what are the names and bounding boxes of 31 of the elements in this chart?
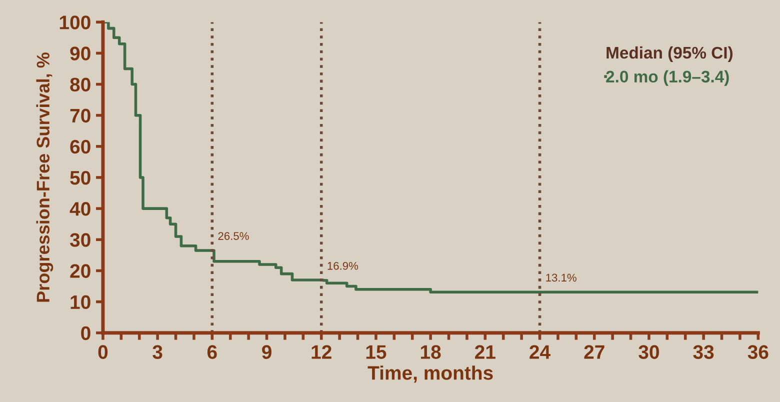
y-tick-label: 20: [70, 264, 90, 278]
y-tick-label: 80: [70, 78, 90, 92]
annotation: 13.1%: [546, 274, 576, 282]
x-tick-label: 24: [530, 345, 550, 359]
y-tick-label: 60: [70, 140, 90, 154]
x-tick-label: 6: [207, 345, 217, 359]
legend-label: 2.0 mo (1.9–3.4): [606, 70, 729, 86]
y-tick-label: 70: [70, 108, 90, 123]
x-tick-label: 12: [312, 345, 332, 359]
y-axis-title: Progression-Free Survival, %: [36, 52, 54, 302]
y-tick-label: 50: [70, 170, 90, 185]
y-tick-label: 40: [70, 202, 90, 216]
x-tick-label: 30: [638, 345, 659, 359]
x-axis-title: Time, months: [368, 366, 493, 383]
y-tick-label: 0: [81, 326, 90, 340]
x-tick-label: 21: [475, 345, 496, 359]
y-tick-label: 100: [60, 16, 90, 30]
x-tick-label: 15: [366, 345, 386, 359]
x-tick-label: 36: [748, 345, 768, 359]
x-tick-label: 18: [420, 345, 441, 359]
x-tick-label: 9: [262, 345, 272, 359]
x-tick-label: 0: [98, 345, 108, 359]
x-tick-label: 3: [152, 345, 162, 359]
y-tick-label: 90: [70, 46, 90, 60]
x-tick-label: 33: [693, 345, 714, 359]
annotation: 16.9%: [328, 262, 358, 270]
x-tick-label: 27: [584, 345, 604, 359]
y-tick-label: 30: [70, 233, 90, 247]
y-tick-label: 10: [70, 295, 90, 310]
legend-title: Median (95% CI): [606, 46, 733, 62]
annotation: 26.5%: [218, 232, 249, 240]
